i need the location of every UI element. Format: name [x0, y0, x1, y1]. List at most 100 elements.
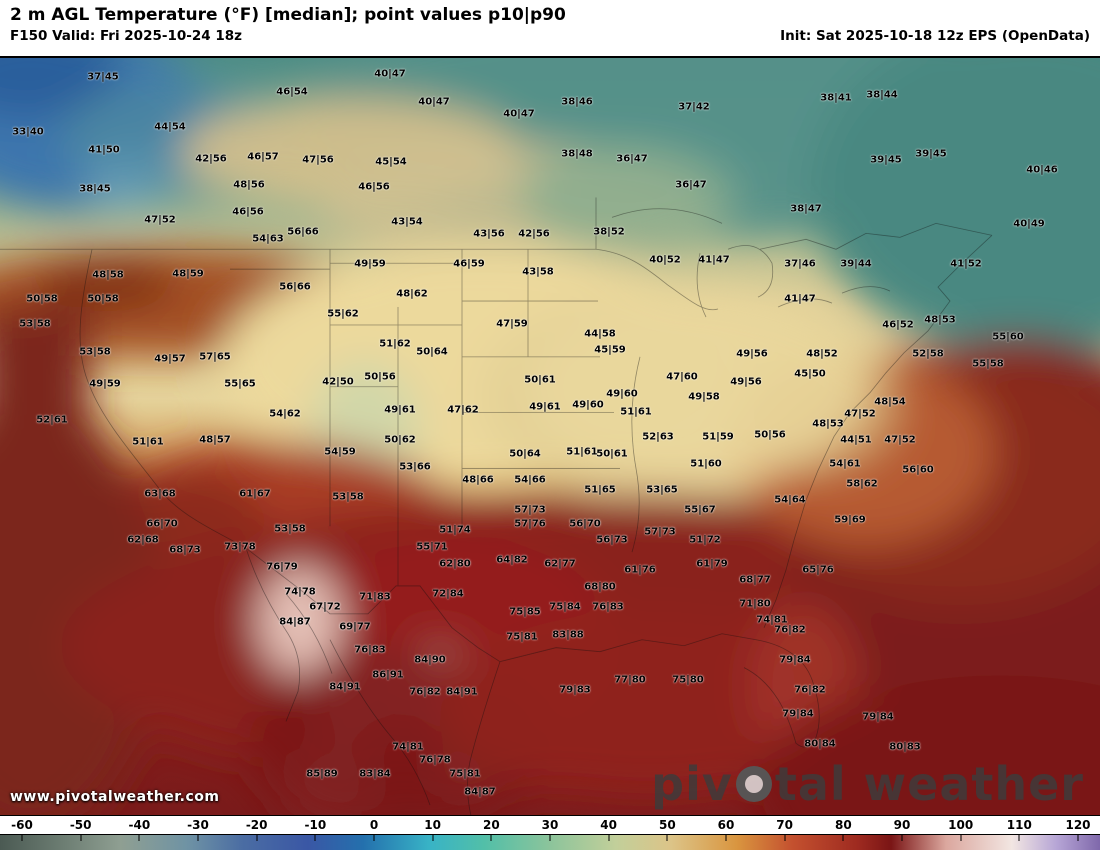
colorbar-tick-label: 70 [776, 818, 794, 832]
point-value: 54|59 [324, 446, 356, 458]
point-value: 49|56 [730, 376, 762, 388]
point-value: 50|56 [754, 429, 786, 441]
point-value: 84|87 [464, 786, 496, 798]
pivotal-circle-icon [735, 766, 772, 802]
point-value: 55|65 [224, 378, 256, 390]
point-value: 79|84 [782, 708, 814, 720]
point-value: 54|66 [514, 474, 546, 486]
point-value: 46|52 [882, 319, 914, 331]
point-value: 56|66 [279, 281, 311, 293]
point-value: 79|84 [862, 711, 894, 723]
point-value: 53|65 [646, 484, 678, 496]
point-value: 54|61 [829, 458, 861, 470]
colorbar-gradient [0, 834, 1100, 850]
init-time: Init: Sat 2025-10-18 12z EPS (OpenData) [780, 28, 1090, 44]
point-value: 46|59 [453, 258, 485, 270]
point-value: 39|45 [870, 154, 902, 166]
point-value: 49|61 [529, 401, 561, 413]
point-value: 47|59 [496, 318, 528, 330]
point-value: 66|70 [146, 518, 178, 530]
point-value: 48|54 [874, 396, 906, 408]
brand-text-right: tal weather [774, 757, 1084, 811]
point-value: 48|53 [924, 314, 956, 326]
point-value: 84|91 [329, 681, 361, 693]
point-value: 48|66 [462, 474, 494, 486]
colorbar-tick-mark [725, 835, 727, 841]
colorbar-tick-label: -60 [11, 818, 33, 832]
point-value: 79|84 [779, 654, 811, 666]
map-header: 2 m AGL Temperature (°F) [median]; point… [0, 0, 1100, 56]
colorbar-tick-mark [1018, 835, 1020, 841]
point-value: 57|76 [514, 518, 546, 530]
colorbar-tick-label: 10 [424, 818, 442, 832]
point-value: 74|78 [284, 586, 316, 598]
point-value: 37|45 [87, 71, 119, 83]
point-value: 42|56 [518, 228, 550, 240]
point-value: 75|81 [449, 768, 481, 780]
point-value: 55|62 [327, 308, 359, 320]
point-value: 49|61 [384, 404, 416, 416]
point-value: 41|47 [698, 254, 730, 266]
point-value: 36|47 [616, 153, 648, 165]
point-value: 48|62 [396, 288, 428, 300]
point-value: 49|56 [736, 348, 768, 360]
point-value: 76|82 [794, 684, 826, 696]
colorbar-tick-mark [666, 835, 668, 841]
point-value: 45|59 [594, 344, 626, 356]
point-value: 55|71 [416, 541, 448, 553]
point-value: 56|73 [596, 534, 628, 546]
point-value: 51|72 [689, 534, 721, 546]
colorbar-tick-label: 110 [1006, 818, 1032, 832]
point-value: 62|68 [127, 534, 159, 546]
point-value: 47|56 [302, 154, 334, 166]
colorbar-tick-mark [1077, 835, 1079, 841]
point-value: 58|62 [846, 478, 878, 490]
point-value: 84|87 [279, 616, 311, 628]
colorbar-tick-label: -40 [128, 818, 151, 832]
point-value: 50|62 [384, 434, 416, 446]
point-value: 41|50 [88, 144, 120, 156]
point-value: 48|57 [199, 434, 231, 446]
point-value: 44|54 [154, 121, 186, 133]
point-value: 41|52 [950, 258, 982, 270]
point-value: 61|67 [239, 488, 271, 500]
point-value: 47|52 [144, 214, 176, 226]
point-value: 71|83 [359, 591, 391, 603]
colorbar-tick-label: 120 [1065, 818, 1091, 832]
point-value: 83|88 [552, 629, 584, 641]
point-value: 54|64 [774, 494, 806, 506]
point-value: 76|83 [354, 644, 386, 656]
colorbar-tick-mark [256, 835, 258, 841]
point-value: 59|69 [834, 514, 866, 526]
point-value: 76|78 [419, 754, 451, 766]
point-value: 56|66 [287, 226, 319, 238]
point-value: 41|47 [784, 293, 816, 305]
point-value: 48|52 [806, 348, 838, 360]
point-value: 33|40 [12, 126, 44, 138]
point-value: 76|79 [266, 561, 298, 573]
point-value: 51|62 [379, 338, 411, 350]
colorbar-tick-mark [608, 835, 610, 841]
point-value: 48|56 [233, 179, 265, 191]
point-value: 40|46 [1026, 164, 1058, 176]
colorbar-tick-label: 50 [658, 818, 676, 832]
point-value: 51|65 [584, 484, 616, 496]
colorbar-tick-label: -30 [187, 818, 209, 832]
point-value: 86|91 [372, 669, 404, 681]
colorbar-tick-label: 80 [834, 818, 852, 832]
temperature-field [0, 58, 1100, 815]
point-value: 50|61 [596, 448, 628, 460]
point-value: 55|60 [992, 331, 1024, 343]
point-value: 53|58 [274, 523, 306, 535]
point-value: 40|47 [374, 68, 406, 80]
colorbar-tick-label: 100 [948, 818, 974, 832]
point-value: 56|70 [569, 518, 601, 530]
point-value: 49|58 [688, 391, 720, 403]
point-value: 62|80 [439, 558, 471, 570]
colorbar-tick-label: 30 [541, 818, 559, 832]
point-value: 43|54 [391, 216, 423, 228]
point-value: 55|58 [972, 358, 1004, 370]
point-value: 69|77 [339, 621, 371, 633]
point-value: 61|76 [624, 564, 656, 576]
point-value: 50|61 [524, 374, 556, 386]
